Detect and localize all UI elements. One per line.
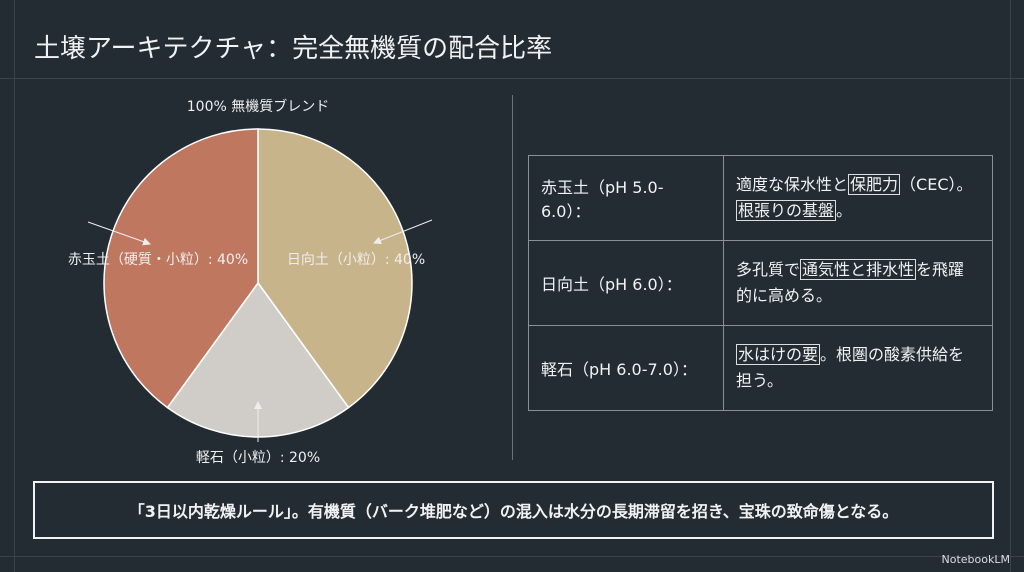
arrow [87, 221, 151, 246]
highlight: 通気性と排水性 [800, 259, 917, 280]
row-description: 多孔質で 通気性と排水性 を飛躍的に高める。 [723, 240, 993, 326]
pie-slice [257, 128, 413, 409]
table-row: 赤玉土（pH 5.0-6.0）： 適度な保水性と 保肥力 （CEC）。根張りの基盤。 [528, 155, 993, 241]
text-segment: 多孔質で [736, 260, 801, 279]
chart: 100% 無機質ブレンド 日向土（小粒）: 40% 軽石（小粒）: 20% 赤玉土（… [68, 98, 433, 466]
footer-text: 「3日以内乾燥ルール」。有機質（バーク堆肥など）の混入は水分の長期滞留を招き、宝… [128, 502, 899, 521]
footer-box: 「3日以内乾燥ルール」。有機質（バーク堆肥など）の混入は水分の長期滞留を招き、宝… [33, 481, 994, 539]
text-segment: 適度な保水性と [736, 175, 849, 194]
table: 赤玉土（pH 5.0-6.0）： 適度な保水性と 保肥力 （CEC）。根張りの基盤。日… [528, 155, 993, 411]
highlight: 保肥力 [848, 174, 901, 195]
guide-line [14, 0, 15, 572]
text-segment: 。根圏の酸素供給を担う。 [736, 345, 965, 390]
divider [512, 95, 513, 460]
row-description: 適度な保水性と 保肥力 （CEC）。根張りの基盤。 [723, 155, 993, 241]
arrow [373, 219, 433, 245]
row-label: 赤玉土（pH 5.0-6.0）： [528, 155, 724, 241]
text-segment: （CEC）。 [900, 175, 973, 194]
row-label: 日向土（pH 6.0）： [528, 240, 724, 326]
row-label: 軽石（pH 6.0-7.0）： [528, 325, 724, 411]
slice-label: 赤玉土（硬質・小粒）: 40% [68, 252, 248, 268]
guide-line [0, 556, 1024, 557]
guide-line [0, 78, 1024, 79]
chart-title: 100% 無機質ブレンド [187, 98, 329, 115]
pie-slice [103, 128, 259, 409]
highlight: 水はけの要 [736, 344, 821, 365]
text-segment: 。 [836, 201, 853, 220]
slide-title: 土壌アーキテクチャ：完全無機質の配合比率 [34, 34, 553, 64]
slice-label: 日向土（小粒）: 40% [287, 252, 425, 268]
table-row: 日向土（pH 6.0）： 多孔質で 通気性と排水性 を飛躍的に高める。 [528, 240, 993, 326]
table-row: 軽石（pH 6.0-7.0）： 水はけの要 。根圏の酸素供給を担う。 [528, 325, 993, 411]
guide-line [1010, 0, 1011, 572]
brand: NotebookLM [941, 553, 1010, 566]
slice-label: 軽石（小粒）: 20% [196, 450, 320, 466]
text-segment: を飛躍的に高める。 [736, 260, 965, 305]
highlight: 根張りの基盤 [736, 200, 837, 221]
row-description: 水はけの要 。根圏の酸素供給を担う。 [723, 325, 993, 411]
